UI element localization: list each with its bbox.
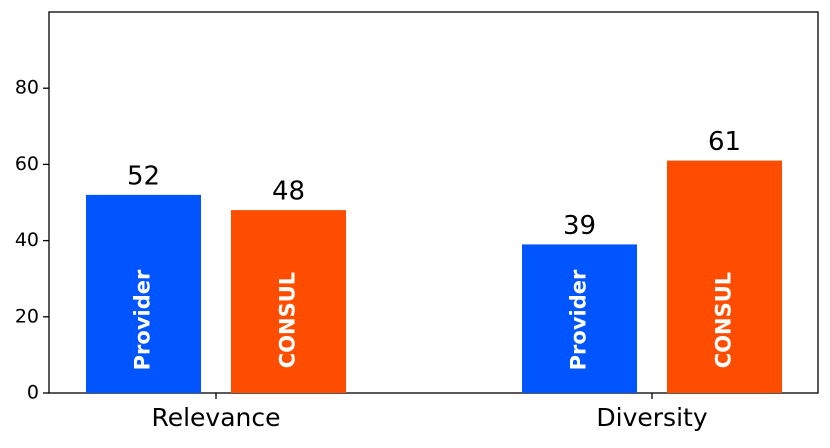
value-label: 52 — [127, 161, 160, 191]
bar-series-label: Provider — [131, 269, 155, 370]
value-label: 48 — [272, 177, 305, 207]
x-tick-label: Diversity — [596, 403, 707, 432]
bar — [522, 244, 637, 393]
bar — [667, 160, 782, 393]
bar-series-label: CONSUL — [712, 272, 736, 368]
y-tick-label: 60 — [15, 153, 39, 175]
bar-series-label: CONSUL — [276, 272, 300, 368]
y-tick-label: 0 — [27, 382, 39, 404]
y-tick-label: 40 — [15, 229, 39, 251]
y-tick-label: 80 — [15, 77, 39, 99]
value-label: 61 — [708, 127, 741, 157]
plot-frame — [48, 11, 819, 394]
y-tick-label: 20 — [15, 305, 39, 327]
bar — [86, 194, 201, 393]
bar-series-label: Provider — [567, 269, 591, 370]
value-label: 39 — [563, 211, 596, 241]
x-tick-label: Relevance — [151, 403, 280, 432]
bar — [231, 210, 346, 393]
